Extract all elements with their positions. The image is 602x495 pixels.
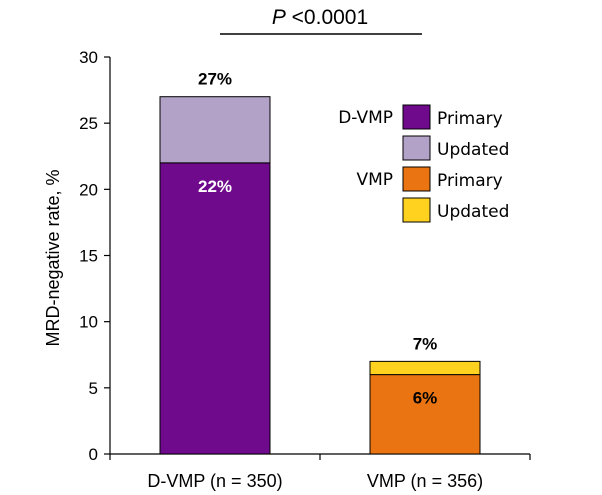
bar-total-label: 27% bbox=[198, 70, 232, 89]
bar-vmp: 6% 7% bbox=[369, 334, 481, 455]
bar-segment-updated bbox=[159, 96, 271, 164]
y-tick-label: 15 bbox=[79, 247, 98, 266]
y-axis-label: MRD-negative rate, % bbox=[43, 169, 63, 346]
y-tick-label: 0 bbox=[89, 445, 98, 464]
y-tick-label: 5 bbox=[89, 379, 98, 398]
p-symbol: P bbox=[272, 6, 286, 29]
legend-item-label: Primary bbox=[437, 171, 503, 191]
y-tick-label: 20 bbox=[79, 180, 98, 199]
bar-total-label: 7% bbox=[413, 334, 438, 353]
bar-segment-primary bbox=[159, 162, 271, 455]
segment-value-label: 6% bbox=[413, 389, 438, 408]
bar-d-vmp: 22% 27% bbox=[159, 70, 271, 455]
bars: 22% 27% 6% 7% bbox=[159, 70, 481, 455]
x-category-label: VMP (n = 356) bbox=[367, 471, 483, 491]
legend-swatch bbox=[402, 135, 431, 161]
legend-item-label: Updated bbox=[437, 202, 509, 222]
y-tick-label: 30 bbox=[79, 48, 98, 67]
x-category-label: D-VMP (n = 350) bbox=[147, 471, 282, 491]
legend-item-label: Updated bbox=[437, 140, 509, 160]
y-tick-label: 10 bbox=[79, 313, 98, 332]
axes: 0 5 10 15 20 25 30 D-VMP (n = 350) VMP (n = 356) bbox=[79, 48, 531, 491]
legend-group-label: VMP bbox=[356, 170, 393, 190]
p-value: <0.0001 bbox=[286, 6, 368, 29]
segment-value-label: 22% bbox=[198, 177, 232, 196]
legend-item-label: Primary bbox=[437, 109, 503, 129]
legend-swatch bbox=[402, 166, 431, 192]
significance-annotation: P <0.0001 bbox=[220, 6, 422, 35]
y-tick-label: 25 bbox=[79, 114, 98, 133]
legend-group-label: D-VMP bbox=[338, 108, 393, 128]
bar-segment-primary bbox=[369, 374, 481, 455]
p-value-label: P <0.0001 bbox=[272, 6, 368, 29]
legend: D-VMP Primary Updated VMP Primary Updated bbox=[338, 104, 509, 223]
bar-segment-updated bbox=[369, 360, 481, 376]
legend-swatch bbox=[402, 104, 431, 130]
legend-swatch bbox=[402, 197, 431, 223]
